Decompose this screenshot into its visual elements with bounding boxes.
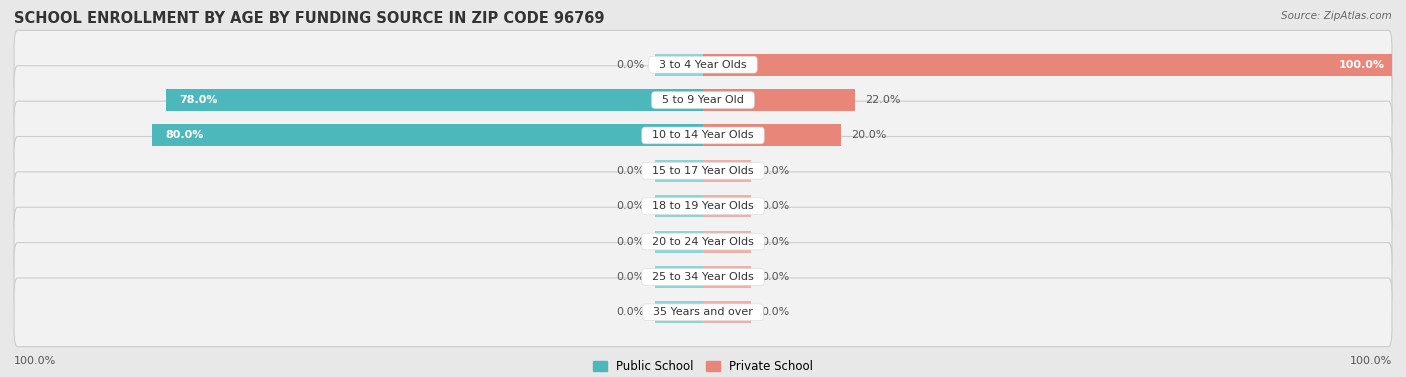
FancyBboxPatch shape <box>14 136 1392 205</box>
FancyBboxPatch shape <box>14 243 1392 311</box>
Bar <box>655 195 703 217</box>
Text: 100.0%: 100.0% <box>1350 356 1392 366</box>
Text: 80.0%: 80.0% <box>166 130 204 141</box>
Text: 0.0%: 0.0% <box>616 166 644 176</box>
Text: 3 to 4 Year Olds: 3 to 4 Year Olds <box>652 60 754 70</box>
Text: 100.0%: 100.0% <box>1339 60 1385 70</box>
FancyBboxPatch shape <box>14 66 1392 134</box>
FancyBboxPatch shape <box>14 172 1392 241</box>
Bar <box>703 231 751 253</box>
Bar <box>655 301 703 323</box>
Text: 0.0%: 0.0% <box>616 236 644 247</box>
Text: 0.0%: 0.0% <box>762 272 790 282</box>
Text: SCHOOL ENROLLMENT BY AGE BY FUNDING SOURCE IN ZIP CODE 96769: SCHOOL ENROLLMENT BY AGE BY FUNDING SOUR… <box>14 11 605 26</box>
Text: 0.0%: 0.0% <box>762 236 790 247</box>
FancyBboxPatch shape <box>14 207 1392 276</box>
Bar <box>152 124 703 146</box>
Legend: Public School, Private School: Public School, Private School <box>588 355 818 377</box>
Text: 0.0%: 0.0% <box>616 60 644 70</box>
Bar <box>703 301 751 323</box>
Bar <box>703 195 751 217</box>
Bar <box>703 89 855 111</box>
Text: 78.0%: 78.0% <box>180 95 218 105</box>
Bar <box>703 160 751 182</box>
Bar <box>703 124 841 146</box>
Bar <box>703 266 751 288</box>
Text: 0.0%: 0.0% <box>616 307 644 317</box>
Bar <box>655 266 703 288</box>
FancyBboxPatch shape <box>14 31 1392 99</box>
Text: 35 Years and over: 35 Years and over <box>647 307 759 317</box>
Text: 10 to 14 Year Olds: 10 to 14 Year Olds <box>645 130 761 141</box>
Text: 0.0%: 0.0% <box>616 201 644 211</box>
Bar <box>655 54 703 76</box>
Text: 0.0%: 0.0% <box>762 307 790 317</box>
Text: 22.0%: 22.0% <box>865 95 900 105</box>
Text: 0.0%: 0.0% <box>616 272 644 282</box>
FancyBboxPatch shape <box>14 278 1392 346</box>
Bar <box>655 160 703 182</box>
Bar <box>655 231 703 253</box>
Text: 15 to 17 Year Olds: 15 to 17 Year Olds <box>645 166 761 176</box>
Bar <box>166 89 703 111</box>
Text: 20.0%: 20.0% <box>851 130 887 141</box>
Text: 25 to 34 Year Olds: 25 to 34 Year Olds <box>645 272 761 282</box>
Text: 0.0%: 0.0% <box>762 166 790 176</box>
Text: 5 to 9 Year Old: 5 to 9 Year Old <box>655 95 751 105</box>
FancyBboxPatch shape <box>14 101 1392 170</box>
Text: 18 to 19 Year Olds: 18 to 19 Year Olds <box>645 201 761 211</box>
Bar <box>703 54 1392 76</box>
Text: 0.0%: 0.0% <box>762 201 790 211</box>
Text: 20 to 24 Year Olds: 20 to 24 Year Olds <box>645 236 761 247</box>
Text: Source: ZipAtlas.com: Source: ZipAtlas.com <box>1281 11 1392 21</box>
Text: 100.0%: 100.0% <box>14 356 56 366</box>
